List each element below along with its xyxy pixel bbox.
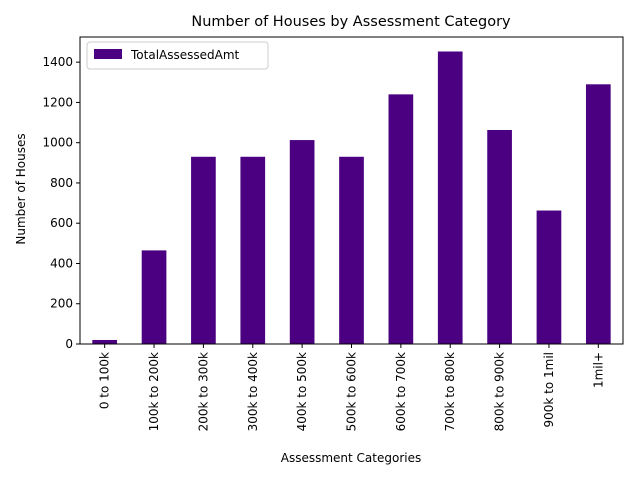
bar-3 [240, 156, 266, 344]
bar-2 [191, 156, 216, 344]
y-tick-label-1: 200 [50, 297, 73, 311]
y-tick-label-3: 600 [50, 216, 73, 230]
y-tick-label-7: 1400 [42, 55, 73, 69]
x-tick-label-3: 300k to 400k [246, 352, 260, 431]
x-tick-label-8: 800k to 900k [493, 352, 507, 431]
axes-layer: 0 200 400 600 800 1000 1200 1400 0 to 100k 100k t… [42, 36, 624, 431]
y-tick-label-0: 0 [65, 337, 73, 351]
bar-10 [585, 84, 611, 344]
x-tick-label-7: 700k to 800k [443, 352, 457, 431]
y-tick-label-2: 400 [50, 256, 73, 270]
x-tick-label-10: 1mil+ [591, 352, 605, 388]
y-tick-label-4: 800 [50, 176, 73, 190]
bar-7 [437, 51, 463, 345]
x-axis-label: Assessment Categories [281, 451, 421, 465]
bars-layer [92, 51, 611, 345]
bar-8 [487, 130, 512, 344]
legend-label: TotalAssessedAmt [130, 48, 240, 62]
bar-6 [388, 94, 414, 344]
legend-box [86, 41, 269, 70]
y-tick-label-6: 1200 [42, 95, 73, 109]
legend: TotalAssessedAmt [86, 41, 269, 70]
chart-title: Number of Houses by Assessment Category [191, 14, 511, 30]
x-tick-label-6: 600k to 700k [394, 352, 408, 431]
bar-1 [141, 250, 167, 344]
bar-9 [536, 210, 562, 344]
y-tick-label-5: 1000 [42, 136, 73, 150]
x-tick-label-5: 500k to 600k [345, 352, 359, 431]
x-tick-label-2: 200k to 300k [196, 352, 210, 431]
x-tick-label-4: 400k to 500k [295, 352, 309, 431]
bar-0 [92, 339, 118, 344]
y-axis-label: Number of Houses [14, 133, 28, 244]
legend-swatch [94, 49, 122, 59]
x-tick-label-0: 0 to 100k [98, 352, 112, 409]
x-tick-label-9: 900k to 1mil [542, 352, 556, 428]
x-tick-label-1: 100k to 200k [147, 352, 161, 431]
bar-5 [339, 156, 364, 344]
bar-4 [289, 140, 315, 344]
